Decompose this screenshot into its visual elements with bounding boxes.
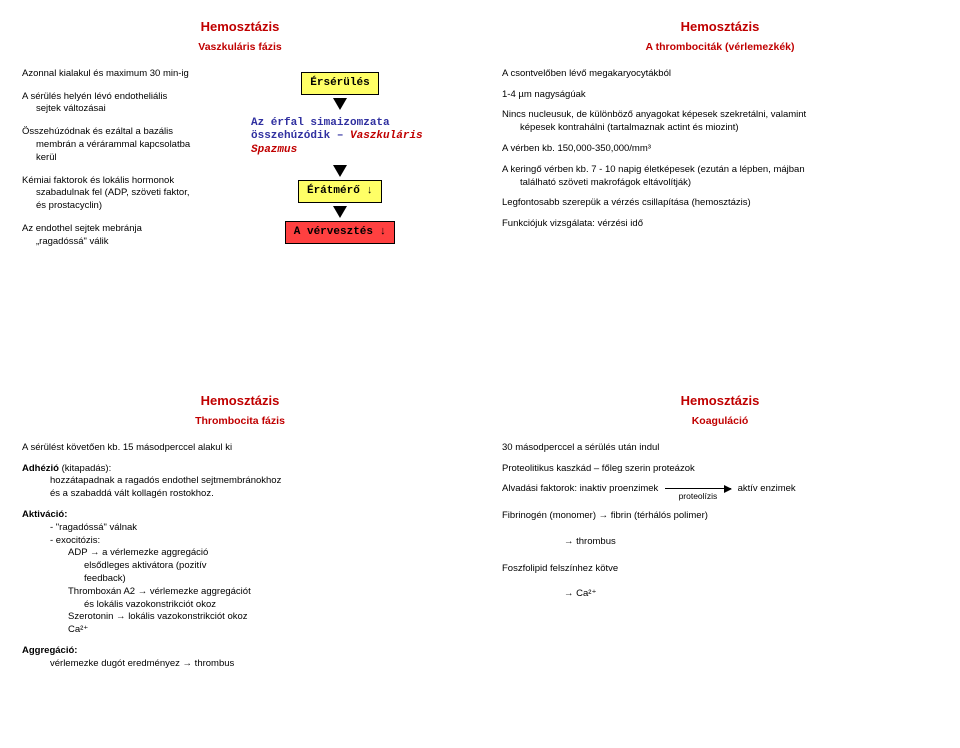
title: Hemosztázis xyxy=(22,392,458,410)
term: Aktiváció: xyxy=(22,509,67,520)
text: → thrombus xyxy=(502,536,616,547)
para: A keringő vérben kb. 7 - 10 napig életké… xyxy=(502,164,938,190)
para: Funkciójuk vizsgálata: vérzési idő xyxy=(502,218,938,231)
para: Azonnal kialakul és maximum 30 min-ig xyxy=(22,68,212,81)
text: (kitapadás): xyxy=(59,463,111,474)
text: Spazmus xyxy=(251,144,297,156)
text: feedback) xyxy=(22,573,126,584)
panel-coagulation: Hemosztázis Koaguláció 30 másodperccel a… xyxy=(480,374,960,748)
para: 30 másodperccel a sérülés után indul xyxy=(502,442,938,455)
text: ADP → a vérlemezke aggregáció xyxy=(22,547,208,558)
panel-vascular-phase: Hemosztázis Vaszkuláris fázis Azonnal ki… xyxy=(0,0,480,374)
text: összehúzódik – xyxy=(251,130,350,142)
text: található szöveti makrofágok eltávolítjá… xyxy=(502,177,691,188)
text: Szerotonin → lokális vazokonstrikciót ok… xyxy=(22,611,248,622)
para: 1-4 µm nagyságúak xyxy=(502,89,938,102)
subtitle: Koaguláció xyxy=(502,414,938,428)
text: - exocitózis: xyxy=(22,535,100,546)
panel-thrombocytes: Hemosztázis A thrombociták (vérlemezkék)… xyxy=(480,0,960,374)
text: Alvadási faktorok: inaktiv proenzimek xyxy=(502,483,658,494)
term: Adhézió xyxy=(22,463,59,474)
subtitle: A thrombociták (vérlemezkék) xyxy=(502,40,938,54)
para: sejtek változásai xyxy=(22,103,212,116)
flow-box-diameter: Érátmérő ↓ xyxy=(298,180,382,203)
arrow-down-icon xyxy=(333,165,347,177)
para: Összehúzódnak és ezáltal a bazális xyxy=(22,126,212,139)
para: A vérben kb. 150,000-350,000/mm³ xyxy=(502,143,938,156)
vascular-text: Azonnal kialakul és maximum 30 min-ig A … xyxy=(22,68,212,259)
text: és lokális vazokonstrikciót okoz xyxy=(22,599,216,610)
para: Proteolitikus kaszkád – főleg szerin pro… xyxy=(502,463,938,476)
title: Hemosztázis xyxy=(22,18,458,36)
para: Alvadási faktorok: inaktiv proenzimek pr… xyxy=(502,483,938,496)
para: „ragadóssá" válik xyxy=(22,236,212,249)
title: Hemosztázis xyxy=(502,392,938,410)
para: Nincs nucleusuk, de különböző anyagokat … xyxy=(502,109,938,135)
arrow-label: proteolízis xyxy=(665,491,731,502)
arrow-down-icon xyxy=(333,98,347,110)
para: Aktiváció: - "ragadóssá" válnak - exocit… xyxy=(22,509,458,637)
text: Nincs nucleusuk, de különböző anyagokat … xyxy=(502,109,806,120)
arrow-down-icon xyxy=(333,206,347,218)
para: szabadulnak fel (ADP, szöveti faktor, xyxy=(22,187,212,200)
title: Hemosztázis xyxy=(502,18,938,36)
para: Adhézió (kitapadás): hozzátapadnak a rag… xyxy=(22,463,458,501)
vascular-flowchart: Érsérülés Az érfal simaizomzata összehúz… xyxy=(222,72,458,244)
text: képesek kontrahálni (tartalmaznak actint… xyxy=(502,122,739,133)
para: A sérülés helyén lévó endotheliális xyxy=(22,91,212,104)
term: Aggregáció: xyxy=(22,645,77,656)
flow-box-injury: Érsérülés xyxy=(301,72,378,95)
para: Fibrinogén (monomer) → fibrin (térhálós … xyxy=(502,510,938,548)
text: és a szabaddá vált kollagén rostokhoz. xyxy=(22,488,214,499)
para: Aggregáció: vérlemezke dugót eredményez … xyxy=(22,645,458,671)
subtitle: Thrombocita fázis xyxy=(22,414,458,428)
para: Kémiai faktorok és lokális hormonok xyxy=(22,175,212,188)
flow-box-bloodloss: A vérvesztés ↓ xyxy=(285,221,395,244)
subtitle: Vaszkuláris fázis xyxy=(22,40,458,54)
para: A csontvelőben lévő megakaryocytákból xyxy=(502,68,938,81)
panel-thrombocyte-phase: Hemosztázis Thrombocita fázis A sérülést… xyxy=(0,374,480,748)
flow-box-spasm: Az érfal simaizomzata összehúzódik – Vas… xyxy=(245,113,435,162)
text: Fibrinogén (monomer) → fibrin (térhálós … xyxy=(502,510,708,521)
text: hozzátapadnak a ragadós endothel sejtmem… xyxy=(22,475,281,486)
para: Foszfolipid felszínhez kötve → Ca²⁺ xyxy=(502,563,938,601)
text: elsődleges aktivátora (pozitív xyxy=(22,560,207,571)
para: kerül xyxy=(22,152,212,165)
text: - "ragadóssá" válnak xyxy=(22,522,137,533)
arrow-right-icon: proteolízis xyxy=(665,488,731,489)
text: → Ca²⁺ xyxy=(502,588,596,599)
text: aktív enzimek xyxy=(738,483,796,494)
para: és prostacyclin) xyxy=(22,200,212,213)
text: Vaszkuláris xyxy=(350,130,423,142)
text: A keringő vérben kb. 7 - 10 napig életké… xyxy=(502,164,805,175)
para: A sérülést követően kb. 15 másodperccel … xyxy=(22,442,458,455)
text: Az érfal simaizomzata xyxy=(251,117,390,129)
para: membrán a vérárammal kapcsolatba xyxy=(22,139,212,152)
text: Thromboxán A2 → vérlemezke aggregációt xyxy=(22,586,251,597)
para: Legfontosabb szerepük a vérzés csillapít… xyxy=(502,197,938,210)
para: Az endothel sejtek mebránja xyxy=(22,223,212,236)
text: Foszfolipid felszínhez kötve xyxy=(502,563,618,574)
text: vérlemezke dugót eredményez → thrombus xyxy=(22,658,234,669)
text: Ca²⁺ xyxy=(22,624,88,635)
